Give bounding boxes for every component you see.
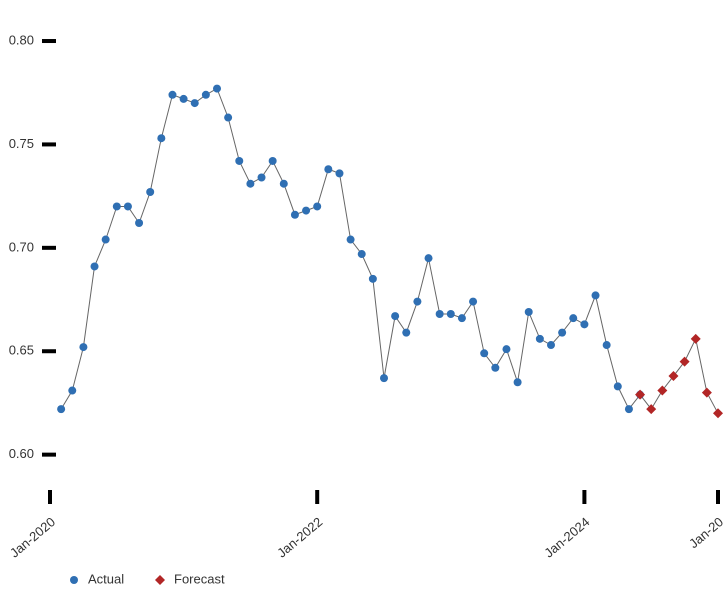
data-point	[447, 310, 455, 318]
chart-svg: 0.600.650.700.750.80Jan-2020Jan-2022Jan-…	[0, 0, 728, 600]
data-point	[358, 250, 366, 258]
data-point	[291, 211, 299, 219]
data-point	[224, 114, 232, 122]
data-point	[213, 85, 221, 93]
data-point	[269, 157, 277, 165]
y-tick-label: 0.75	[9, 136, 34, 151]
data-point	[592, 291, 600, 299]
data-point	[558, 329, 566, 337]
data-point	[514, 378, 522, 386]
data-point	[347, 236, 355, 244]
data-point	[57, 405, 65, 413]
data-point	[469, 298, 477, 306]
data-point	[202, 91, 210, 99]
y-tick-label: 0.70	[9, 239, 34, 254]
data-point	[235, 157, 243, 165]
y-tick-label: 0.65	[9, 343, 34, 358]
y-tick-label: 0.60	[9, 446, 34, 461]
data-point	[135, 219, 143, 227]
legend-label: Actual	[88, 571, 124, 586]
y-tick-label: 0.80	[9, 32, 34, 47]
legend-marker-circle	[70, 576, 78, 584]
data-point	[625, 405, 633, 413]
data-point	[547, 341, 555, 349]
data-point	[480, 349, 488, 357]
data-point	[258, 174, 266, 182]
data-point	[580, 320, 588, 328]
data-point	[536, 335, 544, 343]
data-point	[68, 387, 76, 395]
data-point	[491, 364, 499, 372]
data-point	[335, 169, 343, 177]
data-point	[525, 308, 533, 316]
data-point	[168, 91, 176, 99]
legend-label: Forecast	[174, 571, 225, 586]
data-point	[369, 275, 377, 283]
data-point	[425, 254, 433, 262]
data-point	[102, 236, 110, 244]
data-point	[391, 312, 399, 320]
timeseries-chart: 0.600.650.700.750.80Jan-2020Jan-2022Jan-…	[0, 0, 728, 600]
data-point	[380, 374, 388, 382]
data-point	[180, 95, 188, 103]
data-point	[413, 298, 421, 306]
data-point	[313, 202, 321, 210]
data-point	[603, 341, 611, 349]
data-point	[79, 343, 87, 351]
chart-bg	[0, 0, 728, 600]
data-point	[402, 329, 410, 337]
data-point	[614, 382, 622, 390]
data-point	[324, 165, 332, 173]
data-point	[146, 188, 154, 196]
data-point	[124, 202, 132, 210]
data-point	[502, 345, 510, 353]
data-point	[113, 202, 121, 210]
data-point	[91, 262, 99, 270]
data-point	[436, 310, 444, 318]
data-point	[458, 314, 466, 322]
data-point	[246, 180, 254, 188]
data-point	[569, 314, 577, 322]
data-point	[280, 180, 288, 188]
data-point	[302, 207, 310, 215]
data-point	[191, 99, 199, 107]
data-point	[157, 134, 165, 142]
